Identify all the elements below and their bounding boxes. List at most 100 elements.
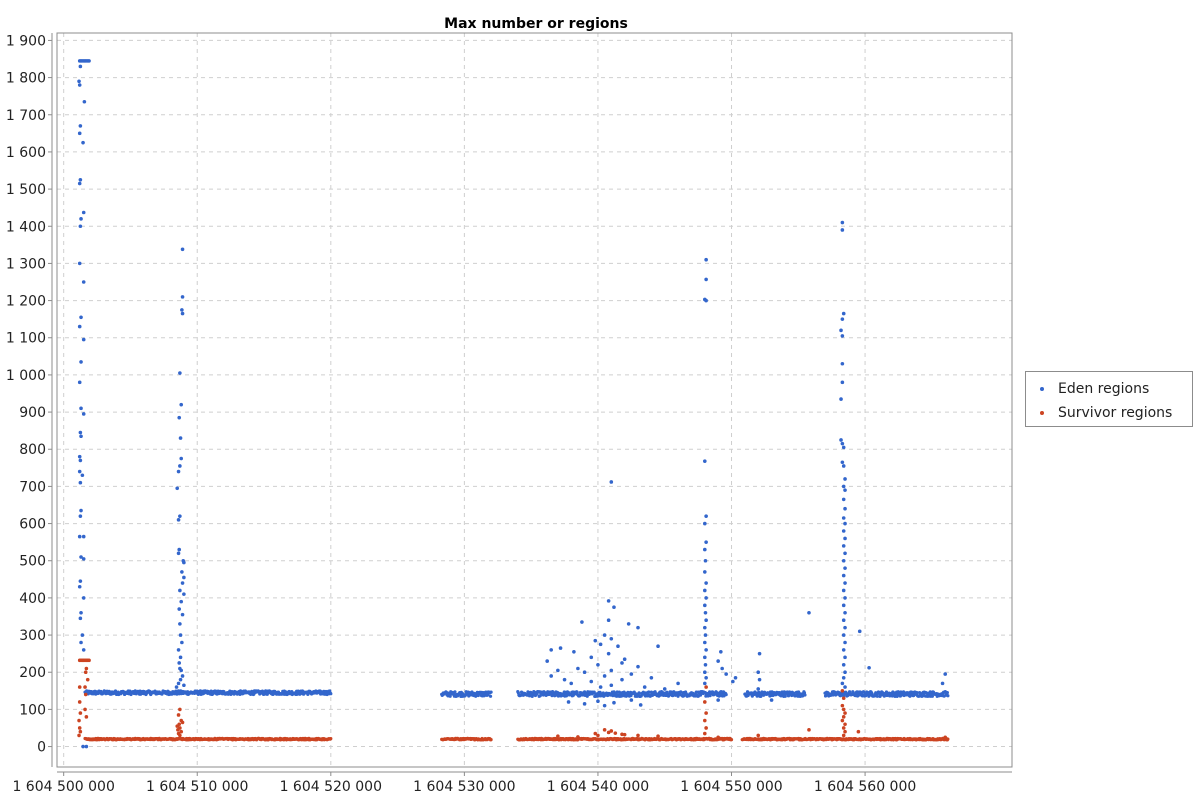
data-point	[602, 703, 607, 708]
data-point	[756, 733, 761, 738]
data-point	[703, 625, 707, 630]
data-point	[803, 693, 807, 697]
data-point	[77, 83, 82, 87]
data-point	[178, 436, 183, 440]
data-point	[180, 295, 185, 299]
data-point	[867, 665, 871, 670]
data-point	[839, 438, 843, 442]
data-point	[175, 486, 180, 491]
data-point	[840, 718, 845, 723]
data-point	[177, 415, 182, 420]
data-point	[589, 655, 594, 660]
data-point	[178, 633, 183, 637]
data-point	[841, 558, 846, 563]
data-point	[576, 666, 580, 671]
data-point	[662, 687, 667, 691]
data-point	[636, 733, 640, 738]
data-point	[176, 551, 181, 556]
data-point	[703, 655, 707, 660]
data-point	[178, 677, 183, 682]
y-tick-label: 0	[37, 740, 46, 756]
data-point	[180, 720, 185, 725]
data-point	[839, 328, 843, 333]
data-point	[841, 484, 846, 489]
data-point	[626, 622, 631, 626]
data-point	[840, 361, 845, 366]
data-point	[703, 603, 707, 608]
data-point	[83, 692, 88, 697]
data-point	[704, 648, 708, 652]
data-point	[616, 644, 620, 649]
data-point	[81, 210, 86, 215]
data-point	[703, 588, 707, 593]
data-point	[704, 277, 708, 282]
series-survivor	[77, 658, 950, 742]
data-point	[177, 547, 182, 552]
data-point	[79, 610, 83, 615]
data-point	[329, 737, 333, 741]
data-point	[698, 693, 703, 697]
data-point	[612, 605, 616, 609]
y-tick-label: 1 500	[6, 182, 46, 198]
data-point	[637, 691, 641, 695]
data-point	[596, 663, 600, 667]
data-point	[843, 722, 847, 727]
data-point	[807, 610, 811, 615]
data-point	[733, 676, 738, 680]
data-point	[78, 579, 83, 583]
data-point	[81, 140, 85, 145]
data-point	[78, 124, 83, 128]
data-point	[79, 508, 83, 513]
data-point	[83, 685, 87, 689]
data-point	[622, 657, 627, 662]
data-point	[636, 625, 640, 630]
data-point	[609, 668, 614, 673]
data-point	[716, 698, 720, 702]
data-point	[703, 640, 707, 645]
data-point	[629, 672, 634, 676]
data-point	[593, 731, 598, 736]
axis-ticks: 0 100 200 300 400 500 600 700 800 900 1 000 1 100 1 …	[6, 33, 916, 795]
data-point	[704, 685, 708, 689]
y-tick-label: 1 100	[6, 331, 46, 347]
data-point	[80, 633, 85, 637]
data-point	[606, 651, 611, 656]
data-point	[620, 661, 624, 665]
data-point	[843, 536, 847, 541]
data-point	[489, 738, 493, 742]
data-point	[704, 540, 708, 544]
data-point	[180, 640, 184, 645]
data-point	[841, 445, 846, 450]
data-point	[179, 668, 184, 673]
data-point	[757, 677, 762, 682]
data-point	[682, 694, 686, 698]
data-point	[182, 592, 186, 596]
data-point	[703, 633, 708, 637]
data-point	[841, 733, 846, 738]
x-tick-label: 1 604 530 000	[413, 779, 515, 795]
data-point	[703, 570, 707, 574]
data-point	[178, 655, 183, 660]
data-point	[180, 581, 185, 585]
data-point	[622, 732, 627, 737]
data-point	[841, 603, 846, 608]
data-point	[85, 677, 90, 682]
y-tick-label: 300	[19, 628, 46, 644]
data-point	[840, 317, 845, 321]
data-point	[593, 638, 598, 643]
series-eden	[77, 59, 950, 749]
data-point	[180, 570, 184, 574]
data-point	[843, 655, 847, 660]
data-point	[841, 663, 846, 667]
data-point	[841, 573, 846, 578]
data-point	[585, 694, 589, 698]
data-point	[724, 672, 728, 676]
data-point	[843, 640, 847, 645]
data-point	[78, 178, 83, 182]
data-point	[182, 575, 186, 580]
data-point	[703, 681, 707, 686]
data-point	[602, 633, 607, 637]
data-point	[179, 456, 184, 461]
data-point	[856, 729, 861, 734]
